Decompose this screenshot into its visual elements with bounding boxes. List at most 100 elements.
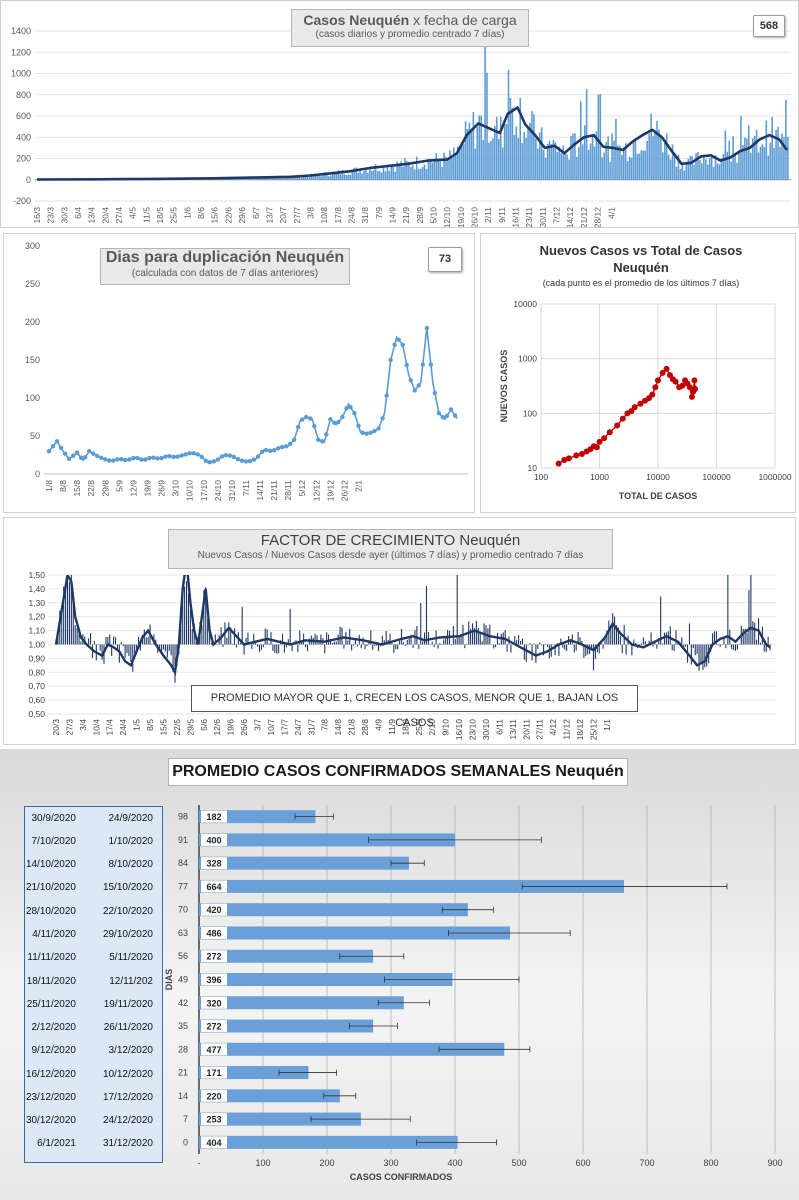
scatter-point <box>596 438 603 445</box>
daily-case-bar <box>677 154 680 180</box>
daily-case-bar <box>415 156 418 180</box>
daily-case-bar <box>728 140 731 180</box>
daily-case-bar <box>685 164 688 180</box>
daily-case-bar <box>699 159 701 180</box>
y-tick-label: 300 <box>25 241 40 251</box>
x-tick-label: 24/10 <box>213 480 223 502</box>
doubling-point <box>195 452 200 457</box>
x-tick-label: 27/11 <box>535 719 545 740</box>
x-tick-label: 3/8 <box>305 207 315 219</box>
daily-case-bar <box>335 171 338 180</box>
bar-label-bg <box>201 996 227 1009</box>
week-start-date: 8/10/2020 <box>108 859 154 871</box>
doubling-point <box>255 454 261 459</box>
daily-case-bar <box>726 151 729 180</box>
doubling-point <box>159 455 164 461</box>
daily-case-bar <box>521 143 523 180</box>
y-tick-label: 1,30 <box>28 598 45 608</box>
daily-case-bar <box>369 169 371 180</box>
scatter-point <box>601 435 608 442</box>
daily-case-bar <box>515 126 518 180</box>
doubling-point <box>50 444 56 449</box>
x-tick-label: 700 <box>639 1158 654 1168</box>
doubling-point <box>312 423 317 429</box>
daily-case-bar <box>570 136 572 180</box>
x-tick-label: 12/6 <box>212 719 222 736</box>
week-end-date: 7/10/2020 <box>31 835 77 847</box>
doubling-point <box>211 459 217 464</box>
category-label: 84 <box>178 858 188 868</box>
doubling-point <box>62 451 68 456</box>
category-label: 77 <box>178 881 188 891</box>
daily-case-bar <box>488 142 490 180</box>
daily-case-bar <box>439 161 441 180</box>
daily-case-bar <box>763 147 766 180</box>
week-start-date: 26/11/2020 <box>103 1022 153 1034</box>
daily-case-bar <box>496 116 498 180</box>
daily-case-bar <box>355 167 357 180</box>
daily-case-bar <box>746 138 748 180</box>
chart-title: PROMEDIO CASOS CONFIRMADOS SEMANALES Neu… <box>172 763 624 780</box>
x-tick-label: 6/11 <box>494 719 504 735</box>
daily-case-bar <box>447 159 449 180</box>
bar-label-bg <box>201 1066 227 1079</box>
chart-title: FACTOR DE CRECIMIENTO <box>260 532 456 549</box>
daily-case-bar <box>492 138 494 180</box>
bar <box>199 1135 458 1149</box>
doubling-point <box>404 362 409 368</box>
daily-case-bar <box>720 158 723 180</box>
daily-case-bar <box>771 116 773 180</box>
x-tick-label: 26/6 <box>239 719 249 736</box>
daily-case-bar <box>654 132 656 180</box>
week-date-row: 7/10/2020 1/10/2020 <box>25 831 164 854</box>
daily-case-bar <box>460 141 463 180</box>
y-tick-label: 1,50 <box>28 570 45 580</box>
average-line <box>36 106 789 181</box>
daily-case-bar <box>404 158 406 180</box>
doubling-point <box>115 457 120 462</box>
x-tick-label: 8/5 <box>145 719 155 731</box>
x-tick-label: 11/12 <box>562 719 572 740</box>
scatter-point <box>565 455 572 462</box>
week-start-date: 19/11/2020 <box>103 998 153 1010</box>
daily-case-bar <box>476 127 479 180</box>
x-tick-label: 15/8 <box>72 480 82 497</box>
bar <box>199 879 624 893</box>
daily-case-bar <box>382 165 385 180</box>
daily-case-bar <box>464 121 467 180</box>
daily-case-bar <box>527 127 529 180</box>
x-tick-label: 30/3 <box>59 207 69 224</box>
x-tick-label: 4/5 <box>128 207 138 219</box>
bar-value-label: 486 <box>206 928 221 938</box>
week-date-row: 4/11/2020 29/10/2020 <box>25 924 164 947</box>
daily-case-bar <box>572 133 574 180</box>
daily-case-bar <box>658 129 660 180</box>
daily-case-bar <box>605 142 607 180</box>
doubling-point <box>283 444 289 449</box>
daily-case-bar <box>304 175 307 180</box>
daily-case-bar <box>359 169 361 180</box>
bar-value-label: 182 <box>206 812 221 822</box>
daily-case-bar <box>374 164 377 180</box>
bar-value-label: 420 <box>206 905 221 915</box>
daily-case-bar <box>431 162 434 180</box>
x-tick-label: 10/4 <box>91 719 101 736</box>
x-tick-label: 25/9 <box>414 719 424 736</box>
week-start-date: 31/12/2020 <box>102 1138 153 1150</box>
daily-case-bar <box>419 168 422 180</box>
daily-case-bar <box>669 159 672 180</box>
daily-case-bar <box>613 140 615 180</box>
doubling-point <box>171 454 176 460</box>
daily-case-bar <box>316 174 318 180</box>
category-label: 56 <box>178 951 188 961</box>
daily-case-bar <box>751 138 754 180</box>
daily-case-bar <box>589 143 592 180</box>
daily-case-bar <box>576 156 578 180</box>
daily-case-bar <box>371 170 373 180</box>
week-end-date: 21/10/2020 <box>25 882 76 894</box>
daily-case-bar <box>740 116 742 180</box>
scatter-point <box>628 408 635 415</box>
x-tick-label: 30/11 <box>538 207 548 228</box>
x-tick-label: 28/8 <box>360 719 370 736</box>
x-tick-label: 10/10 <box>185 480 195 502</box>
